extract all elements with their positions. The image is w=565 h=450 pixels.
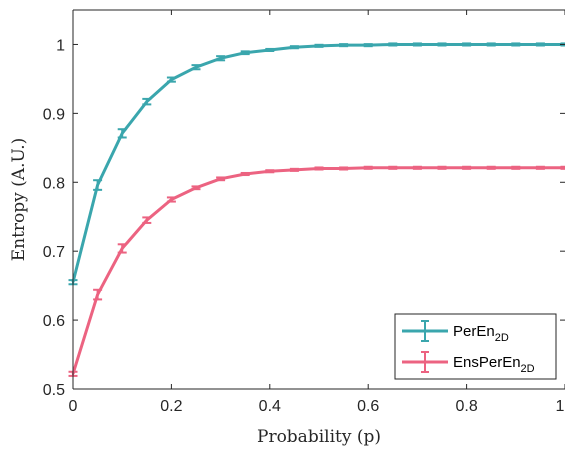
- x-tick-label: 0.8: [455, 398, 477, 415]
- y-tick-label: 0.6: [43, 313, 65, 330]
- x-tick-label: 1: [556, 398, 565, 415]
- y-tick-label: 1: [56, 37, 65, 54]
- y-tick-label: 0.8: [43, 175, 65, 192]
- series-1: [69, 43, 565, 284]
- y-tick-label: 0.7: [43, 244, 65, 261]
- x-axis-label: Probability (p): [257, 427, 381, 447]
- x-tick-label: 0: [69, 398, 78, 415]
- y-axis-label: Entropy (A.U.): [9, 138, 29, 262]
- legend-label-main: EnsPerEn: [453, 354, 521, 371]
- series-line: [73, 44, 565, 282]
- x-tick-label: 0.4: [259, 398, 281, 415]
- x-tick-label: 0.6: [357, 398, 379, 415]
- legend-label-main: PerEn: [453, 323, 495, 340]
- x-tick-label: 0.2: [160, 398, 182, 415]
- legend-label-subscript: 2D: [521, 363, 535, 375]
- y-tick-label: 0.5: [43, 382, 65, 399]
- y-tick-label: 0.9: [43, 106, 65, 123]
- legend-label-subscript: 2D: [495, 332, 509, 344]
